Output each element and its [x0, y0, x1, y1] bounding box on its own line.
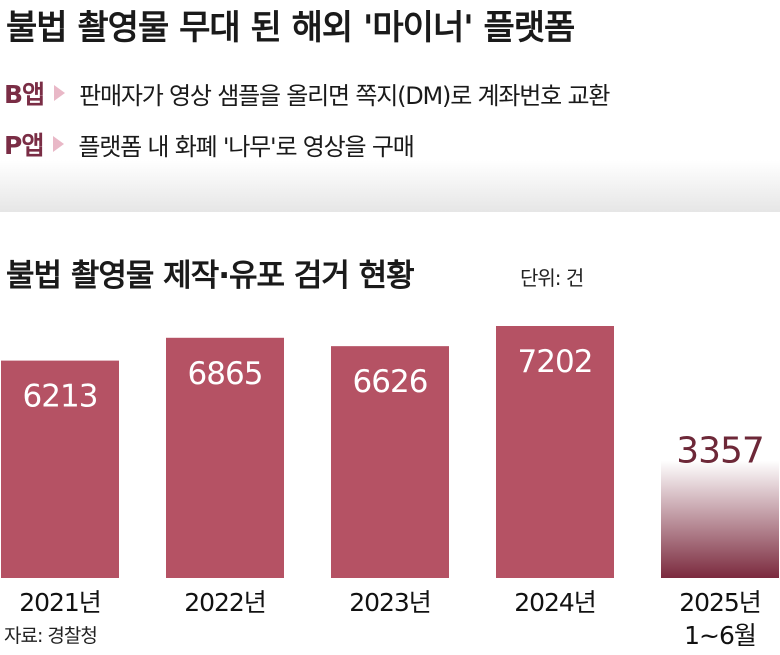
- chart-unit: 단위: 건: [520, 266, 584, 290]
- app-p-row: P앱 플랫폼 내 화폐 '나무'로 영상을 구매: [4, 124, 415, 164]
- bar-1: [166, 337, 284, 578]
- chart-title: 불법 촬영물 제작·유포 검거 현황: [6, 258, 415, 294]
- bar-0: [1, 360, 119, 578]
- bar-value-label-4: 3357: [676, 431, 764, 472]
- bar-4: [661, 460, 779, 578]
- x-tick-label-4-line-1: 1~6월: [684, 621, 756, 650]
- triangle-pointer-icon: [54, 85, 66, 101]
- x-tick-label-3: 2024년: [514, 588, 596, 617]
- bar-value-label-0: 6213: [23, 379, 98, 415]
- triangle-pointer-icon: [53, 136, 65, 152]
- bar-value-label-3: 7202: [518, 344, 593, 380]
- x-tick-label-0: 2021년: [19, 588, 101, 617]
- app-b-row: B앱 판매자가 영상 샘플을 올리면 쪽지(DM)로 계좌번호 교환: [4, 73, 610, 113]
- bar-2: [331, 346, 449, 578]
- app-b-label: B앱: [4, 80, 45, 109]
- app-b-description: 판매자가 영상 샘플을 올리면 쪽지(DM)로 계좌번호 교환: [79, 81, 610, 110]
- x-tick-label-1: 2022년: [184, 588, 266, 617]
- section-divider-shade: [0, 160, 780, 212]
- bar-value-label-1: 6865: [188, 356, 263, 392]
- app-p-description: 플랫폼 내 화폐 '나무'로 영상을 구매: [78, 132, 414, 161]
- x-tick-label-4-line-0: 2025년: [679, 588, 761, 617]
- x-tick-label-2: 2023년: [349, 588, 431, 617]
- bar-value-label-2: 6626: [353, 364, 428, 400]
- graphic-title: 불법 촬영물 무대 된 해외 '마이너' 플랫폼: [6, 8, 575, 48]
- bar-3: [496, 326, 614, 578]
- source-note: 자료: 경찰청: [4, 625, 98, 647]
- app-p-label: P앱: [4, 131, 44, 160]
